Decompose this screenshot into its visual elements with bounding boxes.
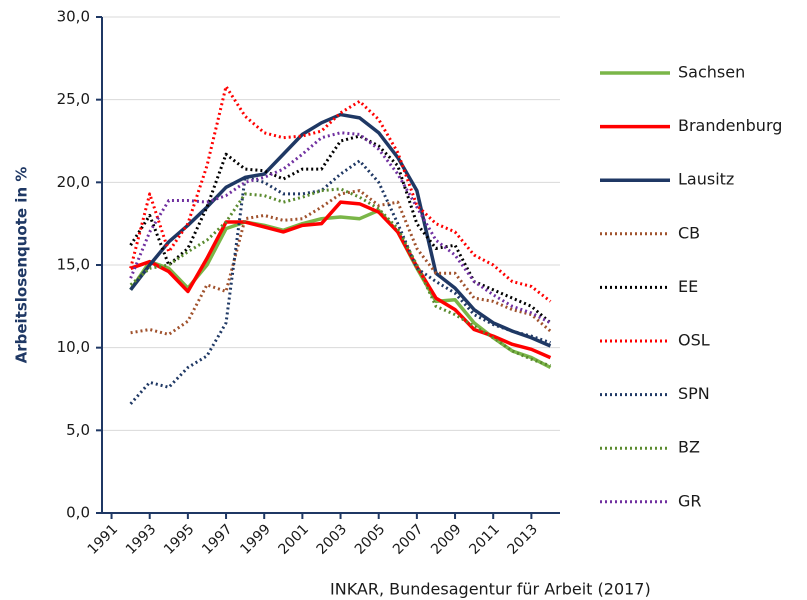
y-tick-label: 5,0 [66,421,90,439]
y-tick-label: 0,0 [66,504,90,522]
y-tick-label: 15,0 [57,256,90,274]
x-tick-label: 2005 [352,521,389,558]
x-tick-label: 2007 [390,521,427,558]
x-tick-label: 2001 [276,521,313,558]
series-line [129,159,551,405]
series-line [129,131,552,325]
y-tick-label: 10,0 [57,338,90,356]
x-tick-label: 2003 [314,521,351,558]
x-tick-label: 2009 [428,521,465,558]
legend-label: EE [678,277,698,296]
y-tick-label: 20,0 [57,173,90,191]
x-tick-label: 1999 [237,521,274,558]
series-line [129,187,551,368]
series-line [129,112,552,348]
legend-label: BZ [678,438,700,457]
x-tick-label: 1993 [123,521,160,558]
legend-label: CB [678,223,700,242]
x-tick-label: 1997 [199,521,236,558]
y-tick-label: 25,0 [57,90,90,108]
y-tick-label: 30,0 [57,8,90,26]
x-tick-label: 1991 [85,521,122,558]
x-tick-label: 2011 [466,521,503,558]
source-note: INKAR, Bundesagentur für Arbeit (2017) [330,580,651,599]
legend-label: SPN [678,384,710,403]
series-line [129,84,552,303]
x-tick-label: 1995 [161,521,198,558]
legend-label: Brandenburg [678,116,782,135]
legend-label: OSL [678,331,710,350]
series-line [130,200,552,360]
series-line [129,134,552,325]
legend-label: GR [678,491,702,510]
y-axis-title: Arbeitslosenquote in % [13,167,31,364]
legend-label: Lausitz [678,170,734,189]
legend-label: Sachsen [678,63,745,82]
x-tick-label: 2013 [505,521,542,558]
